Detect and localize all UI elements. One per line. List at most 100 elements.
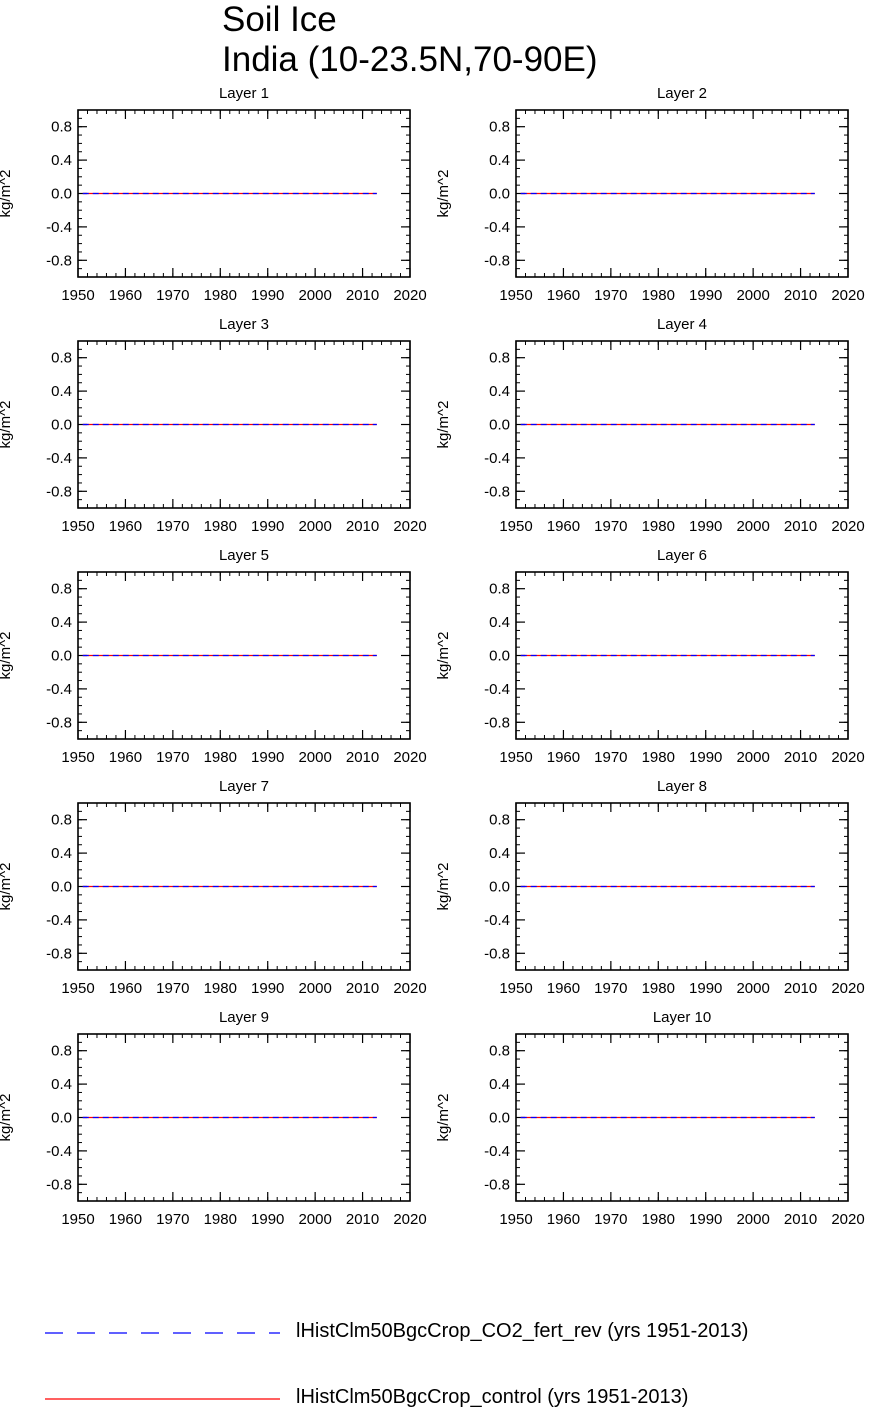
plot-frame (77, 802, 411, 971)
x-tick-label: 1990 (689, 1211, 722, 1228)
y-axis-label: kg/m^2 (0, 170, 14, 218)
x-tick-label: 1970 (156, 518, 189, 535)
x-tick-label: 1970 (594, 287, 627, 304)
y-tick-label: -0.4 (484, 912, 510, 929)
x-tick-label: 1980 (204, 749, 237, 766)
x-tick-label: 1970 (594, 980, 627, 997)
x-tick-label: 1990 (251, 1211, 284, 1228)
panel-4: Layer 4 kg/m^2 1950 1960 1970 1980 1990 2000 201… (435, 316, 865, 535)
x-tick-label: 1960 (109, 287, 142, 304)
x-tick-label: 1960 (547, 980, 580, 997)
legend-swatch-solid-red (45, 1398, 280, 1400)
panel-7: Layer 7 kg/m^2 1950 1960 1970 1980 1990 2000 201… (0, 778, 427, 997)
y-tick-label: 0.8 (51, 581, 72, 598)
y-tick-label: -0.4 (484, 219, 510, 236)
x-tick-label: 2000 (736, 287, 769, 304)
x-tick-label: 1970 (594, 1211, 627, 1228)
x-tick-label: 1960 (109, 518, 142, 535)
panel-title: Layer 7 (219, 778, 269, 795)
x-tick-label: 2010 (784, 980, 817, 997)
x-tick-label: 1960 (547, 287, 580, 304)
panel-8: Layer 8 kg/m^2 1950 1960 1970 1980 1990 2000 201… (435, 778, 865, 997)
y-tick-label: 0.4 (51, 1076, 72, 1093)
y-axis-label: kg/m^2 (435, 1094, 452, 1142)
x-tick-label: 1960 (109, 1211, 142, 1228)
x-tick-label: 2000 (736, 518, 769, 535)
y-tick-label: 0.8 (489, 119, 510, 136)
plot-frame (515, 571, 849, 740)
x-tick-label: 2010 (346, 1211, 379, 1228)
y-tick-label: -0.8 (484, 483, 510, 500)
y-tick-label: 0.0 (51, 186, 72, 203)
y-tick-label: 0.8 (489, 581, 510, 598)
x-tick-label: 2020 (393, 518, 426, 535)
y-tick-label: 0.4 (489, 614, 510, 631)
y-tick-label: -0.8 (46, 1176, 72, 1193)
y-tick-label: 0.0 (489, 879, 510, 896)
y-tick-label: -0.8 (46, 252, 72, 269)
plot-frame (515, 109, 849, 278)
y-tick-label: -0.4 (46, 450, 72, 467)
panels-svg: Layer 1 kg/m^2 1950 1960 1970 1980 1990 2000 201… (0, 85, 865, 1228)
y-axis-label: kg/m^2 (435, 863, 452, 911)
legend: lHistClm50BgcCrop_CO2_fert_rev (yrs 1951… (0, 1300, 870, 1412)
y-tick-label: 0.8 (489, 1043, 510, 1060)
x-tick-label: 2020 (831, 1211, 864, 1228)
y-tick-label: 0.0 (489, 648, 510, 665)
panel-5: Layer 5 kg/m^2 1950 1960 1970 1980 1990 2000 201… (0, 547, 427, 766)
x-tick-label: 2020 (831, 980, 864, 997)
x-tick-label: 2010 (784, 287, 817, 304)
y-tick-label: -0.8 (484, 252, 510, 269)
x-tick-label: 1980 (642, 749, 675, 766)
y-tick-label: 0.0 (51, 648, 72, 665)
x-tick-label: 1960 (109, 749, 142, 766)
x-tick-label: 1980 (642, 287, 675, 304)
panel-6: Layer 6 kg/m^2 1950 1960 1970 1980 1990 2000 201… (435, 547, 865, 766)
panel-title: Layer 6 (657, 547, 707, 564)
x-tick-label: 1970 (594, 518, 627, 535)
x-tick-label: 2000 (736, 980, 769, 997)
y-axis-label: kg/m^2 (0, 1094, 14, 1142)
x-tick-label: 1950 (61, 287, 94, 304)
x-tick-label: 1980 (204, 1211, 237, 1228)
x-tick-label: 2000 (298, 287, 331, 304)
x-tick-label: 2020 (393, 980, 426, 997)
x-tick-label: 2020 (831, 518, 864, 535)
x-tick-label: 2000 (298, 1211, 331, 1228)
y-tick-label: 0.0 (489, 186, 510, 203)
panel-9: Layer 9 kg/m^2 1950 1960 1970 1980 1990 2000 201… (0, 1009, 427, 1228)
x-tick-label: 1950 (61, 1211, 94, 1228)
panel-3: Layer 3 kg/m^2 1950 1960 1970 1980 1990 2000 201… (0, 316, 427, 535)
panel-title: Layer 1 (219, 85, 269, 102)
y-tick-label: 0.8 (51, 350, 72, 367)
y-axis-label: kg/m^2 (0, 401, 14, 449)
y-axis-label: kg/m^2 (435, 170, 452, 218)
y-tick-label: 0.4 (51, 152, 72, 169)
x-tick-label: 1950 (499, 287, 532, 304)
legend-label-control: lHistClm50BgcCrop_control (yrs 1951-2013… (296, 1386, 689, 1408)
panel-title: Layer 2 (657, 85, 707, 102)
y-tick-label: -0.4 (46, 219, 72, 236)
plot-frame (515, 802, 849, 971)
y-tick-label: 0.4 (489, 1076, 510, 1093)
y-tick-label: 0.8 (489, 812, 510, 829)
y-tick-label: 0.4 (51, 383, 72, 400)
x-tick-label: 1990 (251, 980, 284, 997)
y-tick-label: 0.8 (51, 119, 72, 136)
x-tick-label: 1980 (642, 980, 675, 997)
y-tick-label: -0.8 (46, 714, 72, 731)
panel-title: Layer 10 (653, 1009, 711, 1026)
x-tick-label: 2010 (346, 518, 379, 535)
y-tick-label: -0.8 (484, 945, 510, 962)
y-axis-label: kg/m^2 (435, 632, 452, 680)
x-tick-label: 1950 (499, 1211, 532, 1228)
x-tick-label: 2020 (393, 287, 426, 304)
x-tick-label: 1970 (594, 749, 627, 766)
x-tick-label: 1980 (204, 518, 237, 535)
y-tick-label: 0.4 (51, 845, 72, 862)
plot-frame (77, 571, 411, 740)
x-tick-label: 2020 (393, 1211, 426, 1228)
y-tick-label: -0.4 (46, 1143, 72, 1160)
y-tick-label: -0.8 (46, 483, 72, 500)
panel-title: Layer 9 (219, 1009, 269, 1026)
